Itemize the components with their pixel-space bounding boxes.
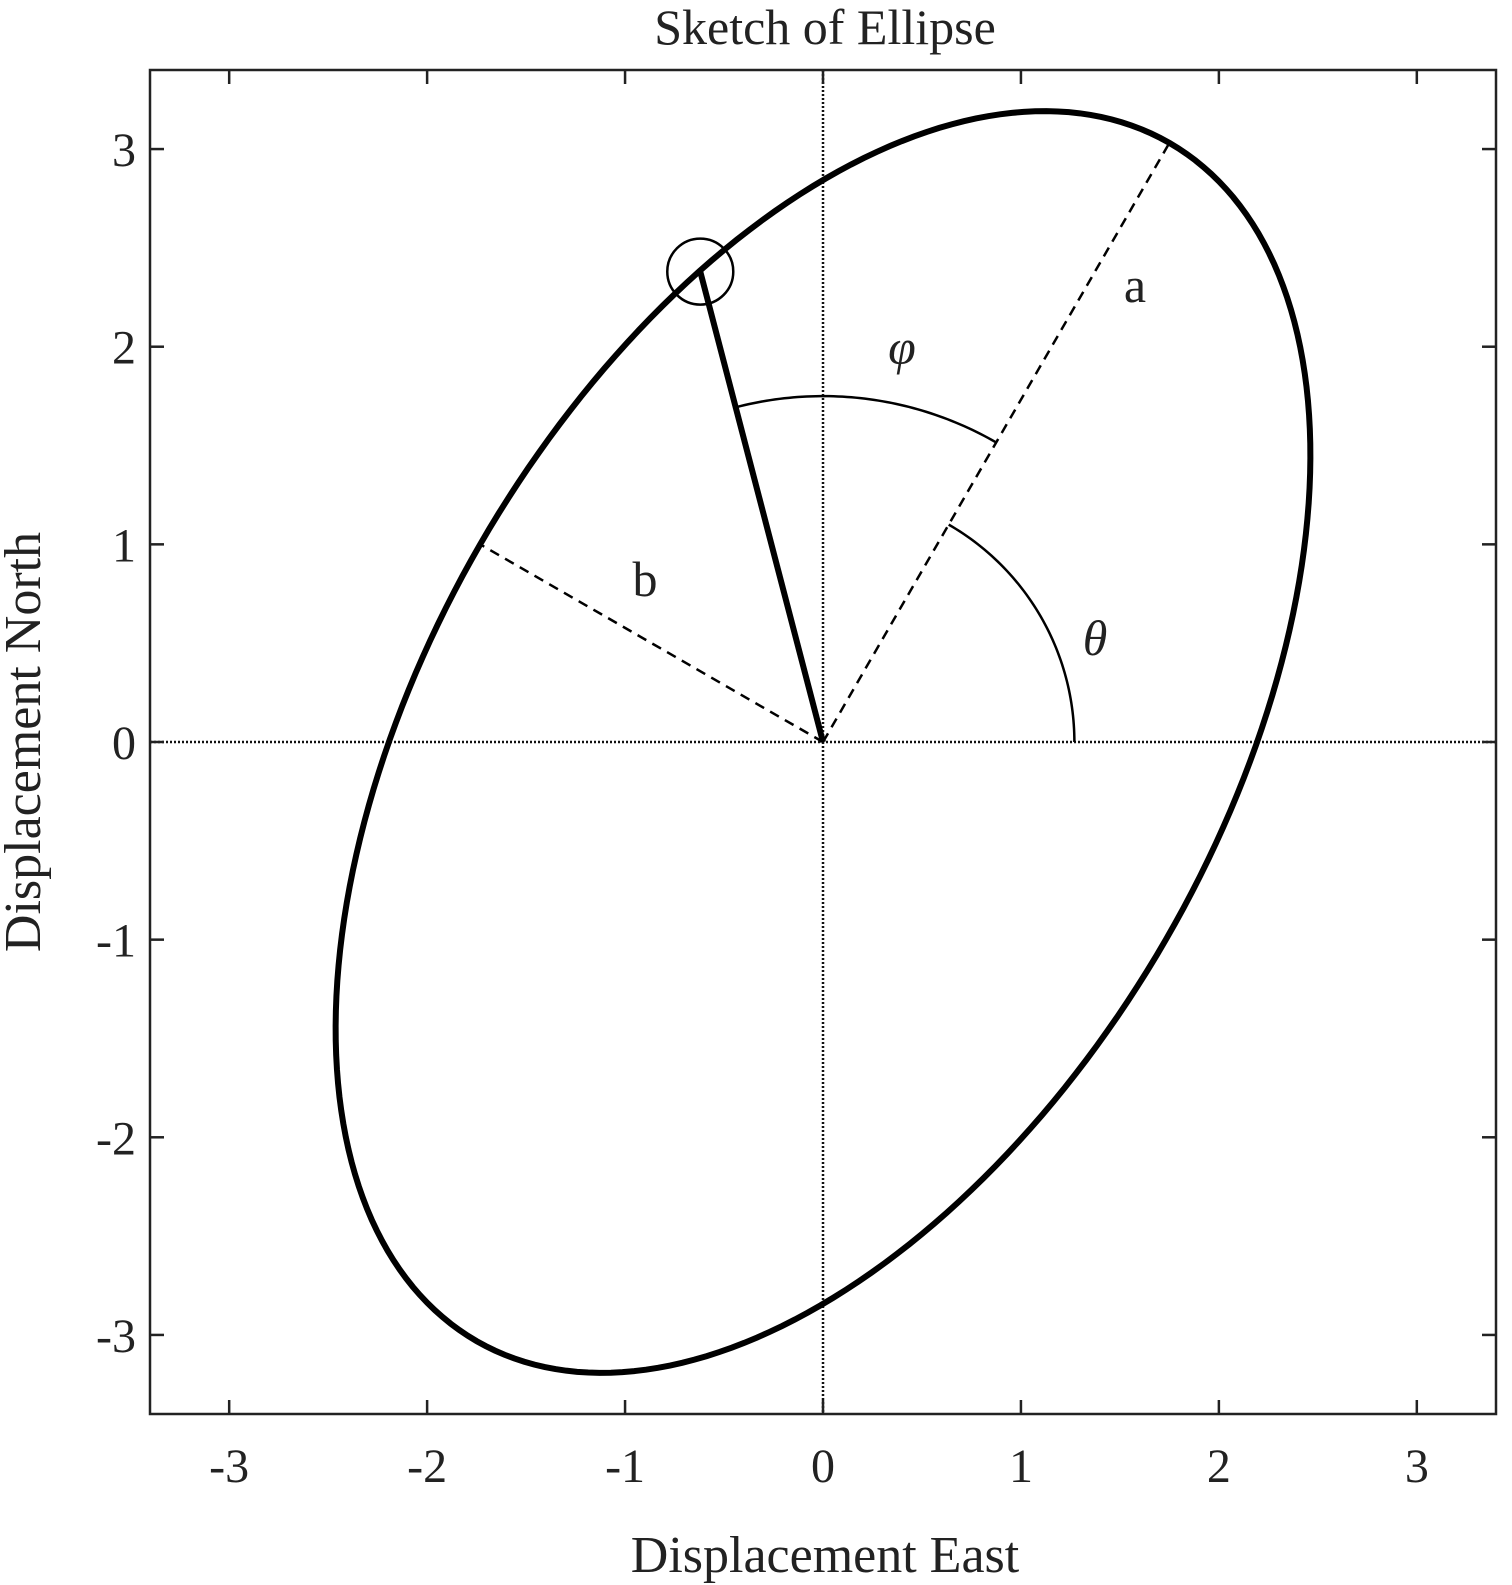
semi-minor-label: b [633, 551, 658, 607]
semi-major-label: a [1124, 257, 1146, 313]
y-axis-title: Displacement North [0, 532, 52, 952]
theta-arc [948, 523, 1076, 743]
x-axis-ticks: -3 -2 -1 0 1 2 3 [209, 70, 1429, 1493]
marked-point-circle [666, 237, 735, 306]
phi-angle-label: φ [888, 319, 916, 375]
chart-title: Sketch of Ellipse [654, 0, 996, 55]
plot-marks [150, 70, 1496, 1414]
y-tick-label: -2 [96, 1112, 136, 1165]
x-tick-label: 0 [811, 1440, 835, 1493]
x-tick-label: 1 [1009, 1440, 1033, 1493]
y-tick-label: 3 [112, 124, 136, 177]
semi-minor-axis [479, 543, 824, 744]
x-tick-label: 3 [1405, 1440, 1429, 1493]
y-tick-label: 0 [112, 717, 136, 770]
y-tick-label: 1 [112, 519, 136, 572]
y-tick-label: -3 [96, 1310, 136, 1363]
x-tick-label: -1 [605, 1440, 645, 1493]
y-tick-label: 2 [112, 322, 136, 375]
phi-arc [735, 394, 997, 444]
x-tick-label: -3 [209, 1440, 249, 1493]
ellipse-outline [332, 108, 1314, 1376]
theta-angle-label: θ [1083, 610, 1108, 666]
y-axis-ticks: -3 -2 -1 0 1 2 3 [96, 124, 1496, 1363]
y-tick-label: -1 [96, 915, 136, 968]
x-tick-label: 2 [1207, 1440, 1231, 1493]
radius-to-point [697, 270, 826, 743]
x-axis-title: Displacement East [631, 1527, 1020, 1584]
x-tick-label: -2 [407, 1440, 447, 1493]
